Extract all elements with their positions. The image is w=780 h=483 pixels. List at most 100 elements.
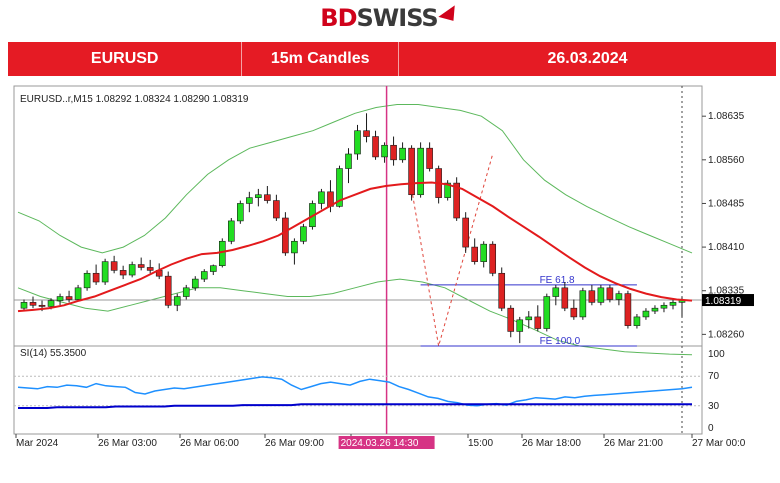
rsi-tick-label: 100	[708, 349, 725, 360]
logo-arrow-icon	[438, 5, 462, 27]
candle-bullish	[543, 296, 551, 329]
logo-swiss-text: SWISS	[356, 4, 439, 32]
candle-bullish	[209, 265, 217, 272]
rsi-tick-label: 0	[708, 423, 714, 434]
candle-bullish	[300, 226, 307, 242]
price-tick-label: 1.08485	[708, 198, 745, 209]
candle-bullish	[579, 290, 587, 318]
price-tick-label: 1.08560	[708, 155, 745, 166]
rsi-label: SI(14) 55.3500	[20, 348, 87, 359]
date-label: 26.03.2024	[547, 50, 628, 67]
candle-bullish	[56, 296, 64, 301]
rsi-tick-label: 30	[708, 401, 720, 412]
price-tick-label: 1.08335	[708, 286, 745, 297]
candle-bearish	[363, 130, 370, 137]
candle-bullish	[246, 197, 253, 204]
candle-bullish	[552, 287, 560, 297]
candle-bearish	[471, 246, 478, 262]
candle-bullish	[318, 191, 325, 204]
candle-bullish	[173, 296, 181, 306]
time-tick-label: 26 Mar 06:00	[180, 438, 239, 449]
time-tick-label: 26 Mar 03:00	[98, 438, 157, 449]
candle-bearish	[426, 147, 433, 169]
candle-bullish	[74, 287, 82, 300]
candle-bullish	[516, 319, 524, 332]
candle-bullish	[200, 271, 208, 280]
candle-bullish	[336, 168, 343, 207]
candle-bullish	[128, 264, 136, 276]
candle-bearish	[453, 182, 460, 219]
timeframe-label: 15m Candles	[242, 42, 399, 76]
candle-bullish	[417, 147, 424, 196]
bollinger-upper-line	[17, 104, 693, 254]
candle-bullish	[101, 261, 109, 283]
chart-area[interactable]: 1.08635 1.08560 1.08485 1.08410 1.08335 1.082…	[8, 78, 776, 478]
candle-bearish	[561, 287, 569, 309]
time-tick-label: Mar 2024	[16, 438, 59, 449]
time-tick-label: 26 Mar 18:00	[522, 438, 581, 449]
candle-bullish	[354, 130, 361, 155]
rsi-signal-line	[18, 403, 692, 409]
cursor-time-marker	[338, 436, 435, 449]
fibo-level-label: FE 61.8	[540, 275, 575, 286]
candle-bearish	[264, 194, 271, 201]
time-tick-label: 15:00	[468, 438, 493, 449]
symbol-label: EURUSD	[8, 42, 243, 76]
moving-average-line	[17, 181, 693, 313]
candle-bearish	[65, 296, 73, 300]
time-tick-label: 27 Mar 00:0	[692, 438, 746, 449]
logo-bd-text: BD	[320, 4, 357, 32]
candle-bullish	[381, 144, 388, 158]
candle-bullish	[651, 307, 659, 312]
rsi-tick-label: 70	[708, 371, 720, 382]
candle-bullish	[480, 243, 487, 262]
candle-bullish	[47, 300, 55, 307]
time-tick-label: 26 Mar 21:00	[604, 438, 663, 449]
candle-bullish	[255, 194, 262, 198]
rsi-panel	[13, 345, 703, 435]
candle-bearish	[273, 200, 280, 219]
candle-bullish	[669, 302, 677, 306]
candle-bearish	[146, 267, 154, 271]
candle-bearish	[570, 307, 578, 318]
candle-bearish	[110, 261, 118, 271]
current-price-marker	[702, 294, 754, 307]
candle-bullish	[444, 182, 451, 198]
candle-bearish	[137, 264, 145, 268]
candle-bearish	[507, 307, 515, 332]
candle-bearish	[38, 304, 46, 307]
candle-bearish	[588, 290, 596, 303]
cursor-time-label: 2024.03.26 14:30	[341, 438, 419, 449]
candle-bullish	[399, 147, 406, 161]
candle-bearish	[606, 287, 614, 300]
candle-bearish	[408, 147, 415, 196]
price-tick-label: 1.08260	[708, 329, 745, 340]
fibo-level-label: FE 100.0	[540, 336, 581, 347]
candle-bullish	[345, 153, 352, 169]
candle-bearish	[489, 243, 497, 274]
price-tick-label: 1.08635	[708, 111, 745, 122]
candle-bullish	[525, 316, 533, 321]
candle-bearish	[372, 136, 379, 158]
candle-bearish	[164, 275, 172, 306]
candle-bearish	[498, 272, 506, 309]
candle-bullish	[228, 220, 235, 242]
candle-bearish	[282, 217, 289, 254]
time-tick-label: 26 Mar 09:00	[265, 438, 324, 449]
price-tick-label: 1.08410	[708, 242, 745, 253]
candle-bullish	[83, 272, 91, 289]
candle-bearish	[462, 217, 469, 248]
candle-bullish	[597, 287, 605, 303]
candle-bullish	[191, 278, 199, 289]
candle-bearish	[390, 144, 397, 161]
rsi-line	[17, 376, 693, 407]
candle-bullish	[642, 310, 650, 318]
candle-bullish	[291, 240, 298, 254]
candle-bearish	[534, 316, 542, 329]
candle-bullish	[237, 203, 244, 222]
candle-bearish	[119, 270, 127, 276]
chart-header: EURUSD 15m Candles 26.03.2024	[8, 42, 776, 76]
price-chart[interactable]: 1.08635 1.08560 1.08485 1.08410 1.08335 1.082…	[8, 78, 776, 478]
candle-bearish	[29, 302, 37, 306]
candle-bearish	[92, 272, 100, 283]
